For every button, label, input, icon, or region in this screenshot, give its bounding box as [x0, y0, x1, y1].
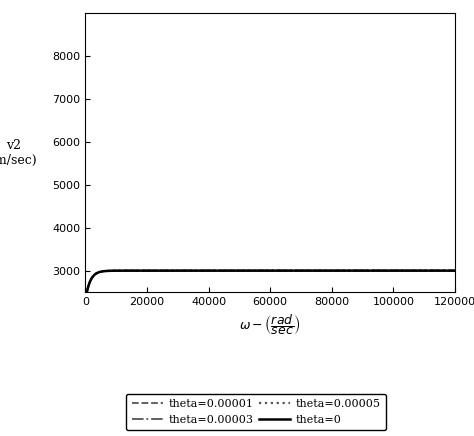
Y-axis label: v2
(m/sec): v2 (m/sec) [0, 139, 37, 167]
Legend: theta=0.00001, theta=0.00003, theta=0.00005, theta=0: theta=0.00001, theta=0.00003, theta=0.00… [126, 394, 386, 430]
X-axis label: $\omega - \left(\dfrac{rad}{sec}\right)$: $\omega - \left(\dfrac{rad}{sec}\right)$ [239, 313, 301, 337]
